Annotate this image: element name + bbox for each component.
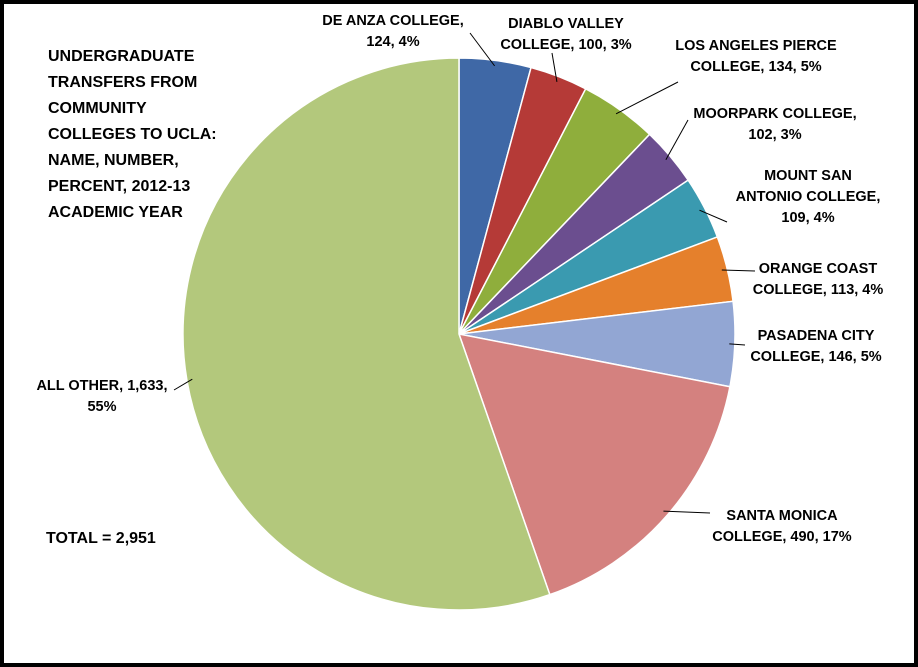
chart-title-line: UNDERGRADUATE [48, 48, 195, 65]
data-label-diablo-valley-college: DIABLO VALLEY COLLEGE, 100, 3% [500, 16, 631, 53]
chart-title-line: COLLEGES TO UCLA: [48, 126, 217, 143]
leader-line [665, 119, 689, 161]
data-label-line: 124, 4% [366, 34, 419, 50]
data-label-line: COLLEGE, 113, 4% [753, 282, 884, 298]
data-label-line: PASADENA CITY [758, 328, 875, 344]
data-label-de-anza-college: DE ANZA COLLEGE, 124, 4% [322, 13, 464, 50]
leader-line [663, 510, 711, 514]
data-label-line: COLLEGE, 490, 17% [712, 529, 852, 545]
chart-title-line: COMMUNITY [48, 100, 147, 117]
data-label-moorpark-college: MOORPARK COLLEGE, 102, 3% [693, 106, 856, 143]
data-label-line: COLLEGE, 134, 5% [690, 59, 821, 75]
pie-slices [182, 57, 736, 611]
leader-line [173, 378, 193, 391]
leader-line [551, 52, 558, 82]
data-label-line: LOS ANGELES PIERCE [675, 38, 837, 54]
chart-title-line: ACADEMIC YEAR [48, 204, 183, 221]
data-label-orange-coast-college: ORANGE COAST COLLEGE, 113, 4% [753, 261, 884, 298]
data-label-line: 109, 4% [781, 210, 834, 226]
data-label-mount-san-antonio-college: MOUNT SAN ANTONIO COLLEGE, 109, 4% [736, 168, 881, 226]
leader-line [469, 32, 496, 67]
chart-title: UNDERGRADUATE TRANSFERS FROM COMMUNITY C… [48, 44, 248, 226]
data-label-line: COLLEGE, 100, 3% [500, 37, 631, 53]
leader-line [729, 343, 746, 346]
leader-line [615, 81, 679, 115]
data-labels: DE ANZA COLLEGE, 124, 4% DIABLO VALLEY COLL… [36, 13, 883, 545]
data-label-line: 102, 3% [748, 127, 801, 143]
data-label-line: MOUNT SAN [764, 168, 852, 184]
data-label-line: DIABLO VALLEY [508, 16, 624, 32]
leader-lines [173, 32, 756, 514]
chart-title-line: TRANSFERS FROM [48, 74, 198, 91]
pie-slice-santa-monica-college [457, 333, 731, 596]
data-label-all-other: ALL OTHER, 1,633, 55% [36, 378, 167, 415]
data-label-line: COLLEGE, 146, 5% [750, 349, 881, 365]
data-label-line: 55% [87, 399, 116, 415]
data-label-line: DE ANZA COLLEGE, [322, 13, 464, 29]
total-label: TOTAL = 2,951 [46, 530, 156, 547]
data-label-line: MOORPARK COLLEGE, [693, 106, 856, 122]
data-label-line: ANTONIO COLLEGE, [736, 189, 881, 205]
data-label-line: ORANGE COAST [759, 261, 878, 277]
data-label-los-angeles-pierce-college: LOS ANGELES PIERCE COLLEGE, 134, 5% [675, 38, 837, 75]
chart-title-line: NAME, NUMBER, [48, 152, 179, 169]
pie-slice-all-other [182, 57, 551, 611]
leader-line [699, 209, 728, 223]
leader-line [721, 269, 756, 272]
data-label-pasadena-city-college: PASADENA CITY COLLEGE, 146, 5% [750, 328, 881, 365]
data-label-line: ALL OTHER, 1,633, [36, 378, 167, 394]
data-label-line: SANTA MONICA [726, 508, 838, 524]
chart-title-line: PERCENT, 2012-13 [48, 178, 191, 195]
data-label-santa-monica-college: SANTA MONICA COLLEGE, 490, 17% [712, 508, 852, 545]
